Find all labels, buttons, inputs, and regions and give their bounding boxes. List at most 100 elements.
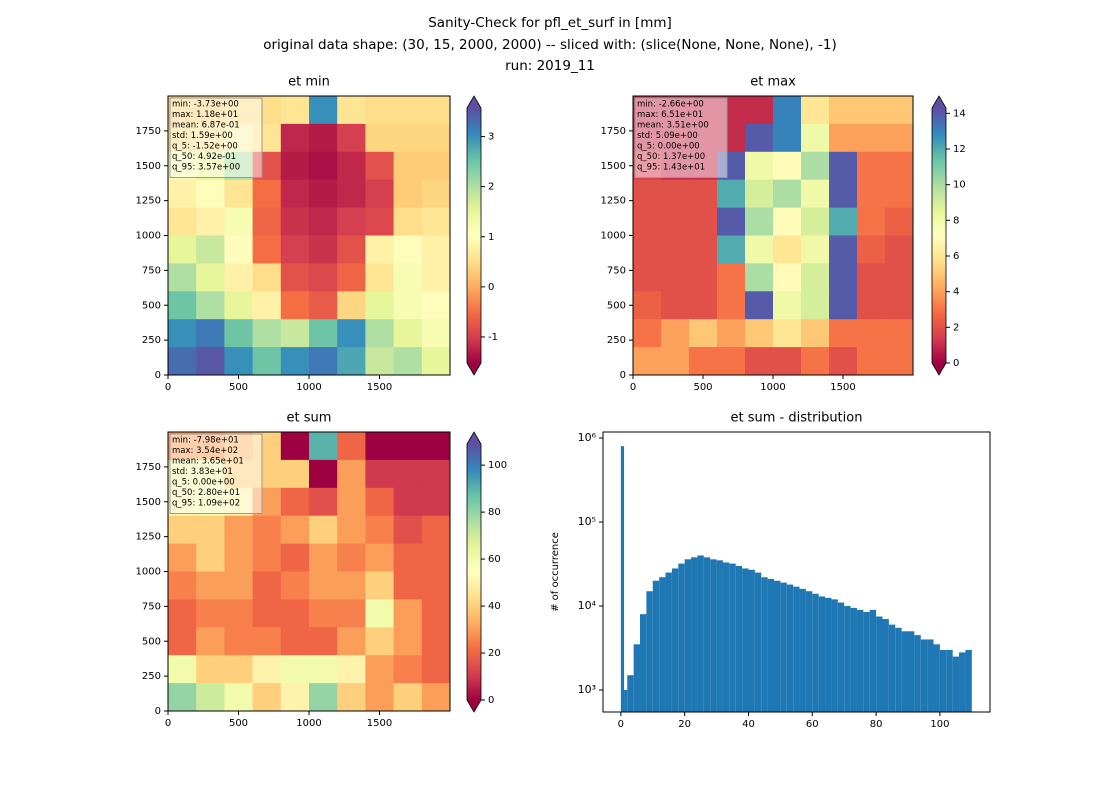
histogram-bar bbox=[671, 568, 679, 712]
histogram-bar bbox=[742, 568, 749, 712]
y-tick-label: 10⁵ bbox=[578, 515, 596, 528]
stats-background bbox=[634, 97, 728, 178]
heatmap-cell bbox=[252, 291, 282, 320]
y-tick-label: 750 bbox=[142, 265, 161, 276]
heatmap-cell bbox=[224, 207, 254, 236]
heatmap-cell bbox=[365, 319, 395, 348]
heatmap-cell bbox=[337, 235, 366, 264]
colorbar-extend-bottom bbox=[467, 363, 481, 375]
x-tick-label: 80 bbox=[870, 719, 883, 730]
heatmap-cell bbox=[168, 655, 197, 684]
heatmap-cell bbox=[829, 207, 858, 236]
heatmap-cell bbox=[365, 543, 395, 572]
heatmap-cell bbox=[196, 683, 225, 712]
heatmap-cell bbox=[393, 207, 423, 236]
heatmap-cell bbox=[773, 96, 802, 125]
heatmap-cell bbox=[280, 179, 310, 209]
heatmap-cell bbox=[885, 151, 914, 181]
heatmap-cell bbox=[280, 655, 310, 684]
heatmap-cell bbox=[829, 263, 858, 292]
colorbar-tick-label: 10 bbox=[953, 180, 966, 191]
heatmap-cell bbox=[689, 235, 718, 264]
y-tick-label: 1250 bbox=[601, 196, 626, 207]
heatmap-cell bbox=[309, 123, 338, 153]
heatmap-cell bbox=[365, 291, 395, 320]
x-tick-label: 500 bbox=[229, 382, 248, 393]
heatmap-cell bbox=[633, 291, 662, 320]
heatmap-cell bbox=[309, 515, 338, 545]
heatmap-cell bbox=[337, 179, 366, 209]
histogram-bar bbox=[818, 596, 826, 712]
colorbar-tick-label: 8 bbox=[953, 215, 959, 226]
x-tick-label: 1000 bbox=[296, 718, 321, 729]
heatmap-cell bbox=[224, 515, 254, 545]
histogram-bar bbox=[697, 555, 704, 712]
heatmap-cell bbox=[689, 347, 718, 376]
heatmap-cell bbox=[196, 263, 225, 292]
heatmap-cell bbox=[196, 655, 225, 684]
heatmap-cell bbox=[309, 571, 338, 600]
heatmap-cell bbox=[196, 347, 225, 376]
heatmap-cell bbox=[745, 347, 774, 376]
heatmap-cell bbox=[224, 599, 254, 628]
colorbar-extend-top bbox=[932, 96, 946, 108]
heatmap-cell bbox=[773, 207, 802, 236]
histogram-bar bbox=[767, 578, 775, 712]
colorbar-extend-bottom bbox=[467, 700, 481, 712]
heatmap-cell bbox=[773, 347, 802, 376]
heatmap-cell bbox=[252, 179, 282, 209]
heatmap-cell bbox=[773, 291, 802, 320]
colorbar-tick-label: 2 bbox=[488, 182, 494, 193]
histogram-bar bbox=[927, 639, 934, 712]
heatmap-cell bbox=[829, 291, 858, 320]
heatmap-cell bbox=[309, 459, 338, 489]
heatmap-cell bbox=[309, 655, 338, 684]
y-tick-label: 0 bbox=[155, 370, 161, 381]
heatmap-cell bbox=[309, 151, 338, 181]
histogram-bar bbox=[952, 656, 960, 712]
heatmap-cell bbox=[309, 599, 338, 628]
heatmap-cell bbox=[885, 263, 914, 292]
heatmap-cell bbox=[393, 179, 423, 209]
heatmap-cell bbox=[168, 543, 197, 572]
heatmap-cell bbox=[337, 571, 366, 600]
heatmap-cell bbox=[224, 235, 254, 264]
stats-line: max: 1.18e+01 bbox=[172, 110, 238, 120]
histogram-bar bbox=[793, 586, 800, 712]
suptitle: run: 2019_11 bbox=[505, 58, 595, 74]
x-tick-label: 1000 bbox=[296, 382, 321, 393]
heatmap-cell bbox=[365, 123, 395, 153]
heatmap-cell bbox=[196, 179, 225, 209]
heatmap-cell bbox=[168, 263, 197, 292]
heatmap-cell bbox=[717, 207, 746, 236]
heatmap-cell bbox=[252, 347, 282, 376]
heatmap-cell bbox=[393, 599, 423, 628]
histogram-bar bbox=[799, 588, 806, 712]
heatmap-cell bbox=[773, 319, 802, 348]
stats-line: q_5: 0.00e+00 bbox=[172, 478, 235, 488]
heatmap-cell bbox=[421, 123, 451, 153]
stats-background bbox=[169, 433, 263, 514]
heatmap-cell bbox=[224, 319, 254, 348]
histogram-bar bbox=[716, 560, 723, 712]
y-tick-label: 250 bbox=[142, 671, 161, 682]
y-tick-label: 1500 bbox=[136, 497, 161, 508]
heatmap-cell bbox=[857, 319, 886, 348]
heatmap-cell bbox=[801, 151, 830, 181]
colorbar-tick-label: 80 bbox=[488, 507, 501, 518]
heatmap-cell bbox=[745, 123, 774, 153]
heatmap-cell bbox=[745, 179, 774, 209]
heatmap-cell bbox=[801, 347, 830, 376]
heatmap-cell bbox=[365, 151, 395, 181]
heatmap-cell bbox=[801, 207, 830, 236]
colorbar bbox=[467, 444, 481, 700]
histogram-bar bbox=[659, 577, 666, 712]
histogram-bar bbox=[652, 580, 660, 712]
heatmap-cell bbox=[885, 123, 914, 153]
heatmap-cell bbox=[196, 515, 225, 545]
heatmap-cell bbox=[421, 291, 451, 320]
colorbar-tick-label: 0 bbox=[488, 695, 494, 706]
stats-line: q_50: 2.80e+01 bbox=[172, 488, 240, 498]
